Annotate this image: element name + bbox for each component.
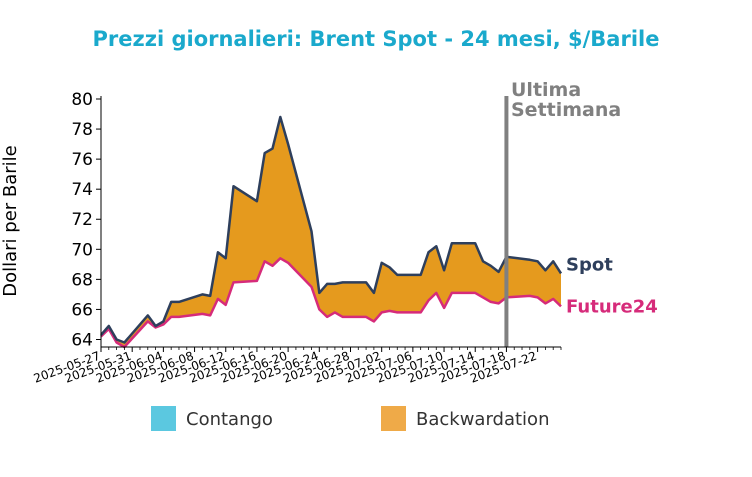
series-label-future24: Future24 [566, 296, 658, 317]
y-tick-label: 76 [71, 150, 93, 170]
y-tick-label: 66 [71, 300, 93, 320]
y-tick-label: 80 [71, 90, 93, 110]
legend-swatch [381, 406, 406, 431]
series-line-spot [100, 115, 563, 344]
y-tick-label: 72 [71, 210, 93, 230]
series-label-spot: Spot [566, 254, 613, 275]
legend-label: Contango [186, 409, 273, 430]
marker-label-line2: Settimana [511, 99, 621, 121]
chart-title: Prezzi giornalieri: Brent Spot - 24 mesi… [93, 27, 660, 51]
y-tick-label: 68 [71, 270, 93, 290]
legend-label: Backwardation [416, 409, 549, 430]
y-axis-label: Dollari per Barile [0, 145, 21, 297]
backwardation-area [101, 117, 561, 347]
legend-swatch [151, 406, 176, 431]
legend: Contango Backwardation [151, 406, 549, 431]
y-tick-label: 78 [71, 120, 93, 140]
marker-label-line1: Ultima [511, 79, 581, 101]
y-tick-label: 74 [71, 180, 93, 200]
series-line-future24 [100, 257, 562, 349]
y-tick-label: 70 [71, 240, 93, 260]
y-tick-label: 64 [71, 330, 93, 350]
